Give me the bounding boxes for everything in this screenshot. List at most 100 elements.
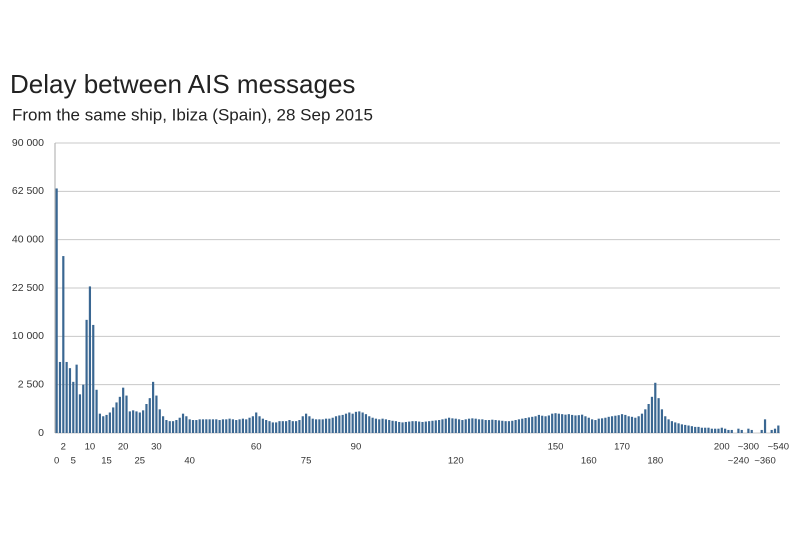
x-tick-label: ~360 (754, 456, 775, 467)
bar (431, 420, 434, 433)
bar (660, 409, 664, 433)
bar (231, 419, 235, 433)
bar (398, 421, 401, 433)
bar (344, 413, 348, 433)
bar (544, 416, 547, 433)
bar (378, 419, 381, 433)
bar (724, 428, 727, 433)
bar (122, 387, 125, 433)
bar (295, 421, 298, 433)
x-tick-label: 90 (351, 442, 362, 453)
bar (142, 410, 145, 433)
bar (401, 422, 404, 433)
bar (75, 364, 78, 433)
bar (438, 420, 441, 433)
bar (491, 419, 494, 433)
bar (577, 415, 580, 433)
bar (211, 419, 215, 433)
bar (461, 420, 464, 433)
bar (597, 418, 600, 433)
bar (630, 416, 634, 433)
y-tick-label: 62 500 (12, 185, 44, 197)
bar (684, 424, 687, 433)
bar (98, 413, 101, 433)
bar (261, 418, 264, 433)
x-tick-label: 150 (548, 442, 564, 453)
bar (467, 418, 471, 433)
bar (364, 414, 368, 433)
bar (58, 361, 62, 433)
bar (604, 417, 607, 433)
x-tick-label: 40 (184, 456, 195, 467)
bar (677, 423, 680, 433)
bar (258, 416, 261, 433)
bar (78, 394, 82, 433)
bar (647, 404, 650, 433)
bar (714, 428, 717, 433)
bar (288, 420, 291, 433)
bar (268, 421, 271, 433)
chart-title: Delay between AIS messages (10, 69, 355, 99)
y-tick-label: 90 000 (12, 137, 44, 149)
bar (517, 419, 521, 433)
bar (654, 382, 657, 433)
bar (201, 419, 205, 433)
bar (717, 428, 720, 433)
bar (238, 419, 241, 433)
bar (304, 413, 308, 433)
bar (188, 419, 191, 433)
bar (770, 429, 773, 433)
bar (644, 409, 647, 433)
bar (447, 417, 451, 433)
bar (551, 413, 554, 433)
bar (624, 414, 627, 433)
bar (331, 417, 334, 433)
bar (92, 324, 95, 433)
bar (428, 421, 431, 433)
bar (275, 422, 278, 433)
bar (710, 428, 713, 433)
bar (301, 416, 304, 433)
x-tick-label: 75 (301, 456, 312, 467)
bar (451, 418, 454, 433)
bar (408, 421, 411, 433)
bar (218, 420, 221, 433)
bar (321, 419, 324, 433)
x-tick-label: 0 (54, 456, 59, 467)
y-tick-label: 2 500 (18, 378, 44, 390)
bar (557, 413, 560, 433)
bar (265, 420, 268, 433)
bar (255, 412, 258, 433)
bar (291, 421, 294, 433)
bar (105, 414, 108, 433)
bar (225, 419, 228, 433)
bar (737, 428, 740, 433)
bar (581, 414, 584, 433)
x-tick-label: 30 (151, 442, 162, 453)
bar (620, 414, 624, 433)
bar (102, 416, 105, 433)
bar (171, 421, 175, 433)
bar (497, 420, 501, 433)
bar (434, 420, 437, 433)
x-tick-label: 200 (714, 442, 730, 453)
bar (418, 421, 421, 433)
bar (165, 420, 168, 433)
bar (720, 427, 723, 433)
bar (504, 421, 507, 433)
bar (361, 412, 364, 433)
bar (285, 421, 288, 433)
bar (554, 413, 557, 433)
bar (88, 286, 92, 433)
bar (670, 421, 674, 433)
bar (763, 419, 767, 433)
bar (318, 419, 321, 433)
bar (384, 419, 388, 433)
bar (747, 428, 750, 433)
bar (72, 381, 75, 433)
bar (541, 415, 544, 433)
bar (487, 420, 491, 433)
bar (55, 188, 58, 433)
